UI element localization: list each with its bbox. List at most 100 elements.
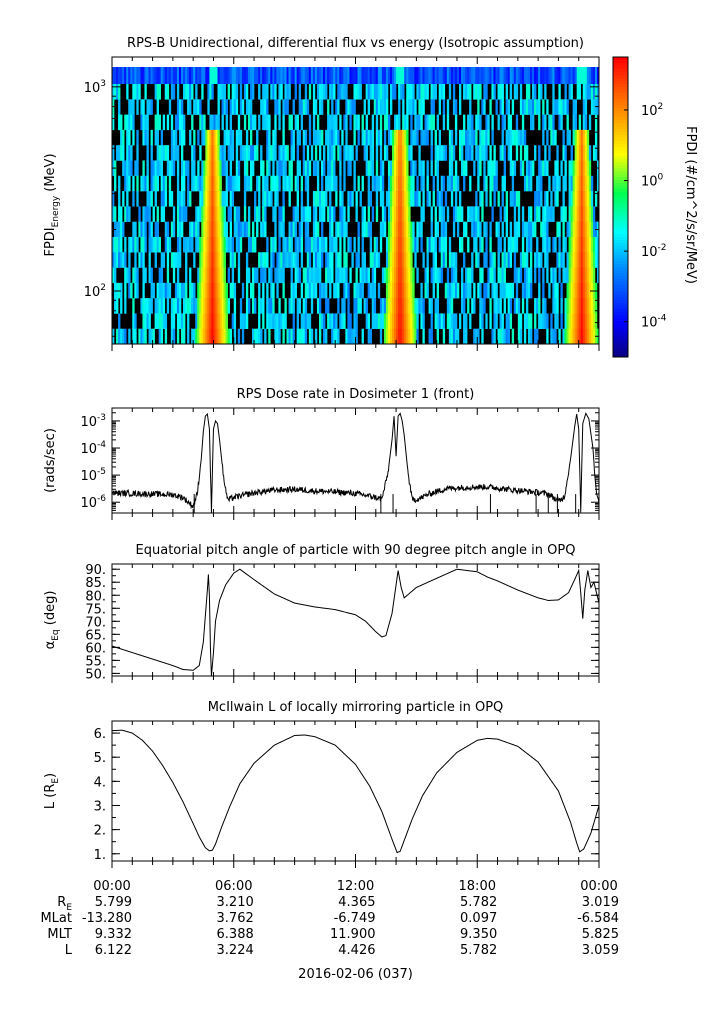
heatmap-cell	[306, 236, 310, 253]
heatmap-cell	[467, 282, 470, 299]
heatmap-cell	[497, 114, 500, 131]
heatmap-cell	[321, 282, 324, 299]
heatmap-cell	[491, 282, 494, 299]
heatmap-cell	[505, 282, 508, 299]
heatmap-cell	[335, 282, 338, 299]
heatmap-cell	[227, 84, 230, 100]
heatmap-cell	[475, 236, 478, 253]
heatmap-cell	[503, 206, 506, 222]
heatmap-cell	[527, 99, 531, 115]
heatmap-cell	[112, 145, 115, 161]
heatmap-cell	[329, 114, 332, 131]
heatmap-cell	[519, 145, 523, 161]
heatmap-cell	[300, 206, 304, 222]
heatmap-cell	[205, 145, 208, 161]
heatmap-cell	[120, 114, 123, 131]
heatmap-cell	[304, 206, 308, 222]
heatmap-cell	[536, 298, 539, 314]
heatmap-cell	[430, 313, 433, 330]
heatmap-cell	[286, 252, 289, 268]
heatmap-cell	[122, 145, 125, 161]
heatmap-cell	[339, 145, 342, 161]
heatmap-cell	[483, 221, 486, 238]
heatmap-cell	[290, 236, 293, 253]
heatmap-cell	[160, 313, 164, 330]
heatmap-cell	[278, 267, 281, 284]
heatmap-cell	[187, 191, 190, 207]
heatmap-cell	[168, 160, 172, 177]
row-label: MLT	[47, 927, 72, 942]
heatmap-cell	[247, 99, 251, 115]
heatmap-cell	[292, 145, 295, 161]
heatmap-cell	[156, 114, 159, 131]
heatmap-cell	[298, 84, 302, 100]
heatmap-cell	[596, 252, 600, 268]
heatmap-cell	[548, 145, 551, 161]
heatmap-cell	[381, 313, 385, 330]
heatmap-cell	[590, 191, 594, 207]
heatmap-cell	[461, 145, 464, 161]
heatmap-cell	[521, 298, 525, 314]
heatmap-cell	[241, 328, 245, 345]
heatmap-cell	[580, 206, 584, 222]
heatmap-cell	[357, 282, 360, 299]
heatmap-cell	[385, 313, 389, 330]
heatmap-cell	[584, 145, 588, 161]
heatmap-cell	[219, 236, 222, 253]
heatmap-cell	[434, 236, 437, 253]
heatmap-top-cell	[314, 67, 318, 84]
heatmap-cell	[414, 236, 417, 253]
heatmap-cell	[394, 206, 397, 222]
heatmap-cell	[489, 298, 492, 314]
heatmap-cell	[521, 236, 525, 253]
heatmap-cell	[491, 252, 494, 268]
heatmap-cell	[448, 129, 452, 146]
heatmap-cell	[560, 99, 563, 115]
heatmap-cell	[260, 298, 263, 314]
heatmap-cell	[527, 282, 531, 299]
heatmap-top-cell	[270, 67, 273, 84]
heatmap-top-cell	[436, 67, 439, 84]
heatmap-cell	[211, 206, 214, 222]
heatmap-cell	[304, 328, 308, 345]
heatmap-cell	[485, 236, 488, 253]
heatmap-cell	[227, 236, 230, 253]
heatmap-cell	[235, 84, 239, 100]
heatmap-cell	[203, 129, 206, 146]
heatmap-cell	[158, 282, 161, 299]
heatmap-cell	[233, 175, 237, 192]
colorbar-segment	[613, 93, 628, 97]
heatmap-cell	[290, 129, 293, 146]
heatmap-cell	[475, 191, 478, 207]
heatmap-cell	[505, 99, 508, 115]
heatmap-cell	[325, 328, 328, 345]
heatmap-cell	[262, 175, 265, 192]
heatmap-cell	[576, 313, 580, 330]
heatmap-top-cell	[534, 67, 537, 84]
heatmap-top-cell	[483, 67, 486, 84]
colorbar-segment	[613, 189, 628, 193]
heatmap-cell	[572, 114, 575, 131]
heatmap-cell	[120, 221, 123, 238]
heatmap-top-cell	[434, 67, 437, 84]
heatmap-cell	[296, 267, 299, 284]
heatmap-top-cell	[389, 67, 393, 84]
heatmap-cell	[540, 84, 543, 100]
heatmap-cell	[389, 298, 393, 314]
heatmap-cell	[396, 236, 399, 253]
heatmap-cell	[207, 221, 210, 238]
heatmap-cell	[321, 252, 324, 268]
heatmap-cell	[489, 313, 492, 330]
heatmap-cell	[286, 99, 289, 115]
heatmap-cell	[396, 221, 399, 238]
heatmap-cell	[379, 298, 383, 314]
heatmap-cell	[148, 252, 151, 268]
heatmap-cell	[160, 282, 164, 299]
heatmap-top-cell	[158, 67, 161, 84]
heatmap-cell	[430, 236, 433, 253]
heatmap-cell	[495, 160, 498, 177]
heatmap-cell	[164, 191, 168, 207]
heatmap-cell	[530, 206, 533, 222]
heatmap-cell	[243, 145, 247, 161]
heatmap-cell	[278, 84, 281, 100]
